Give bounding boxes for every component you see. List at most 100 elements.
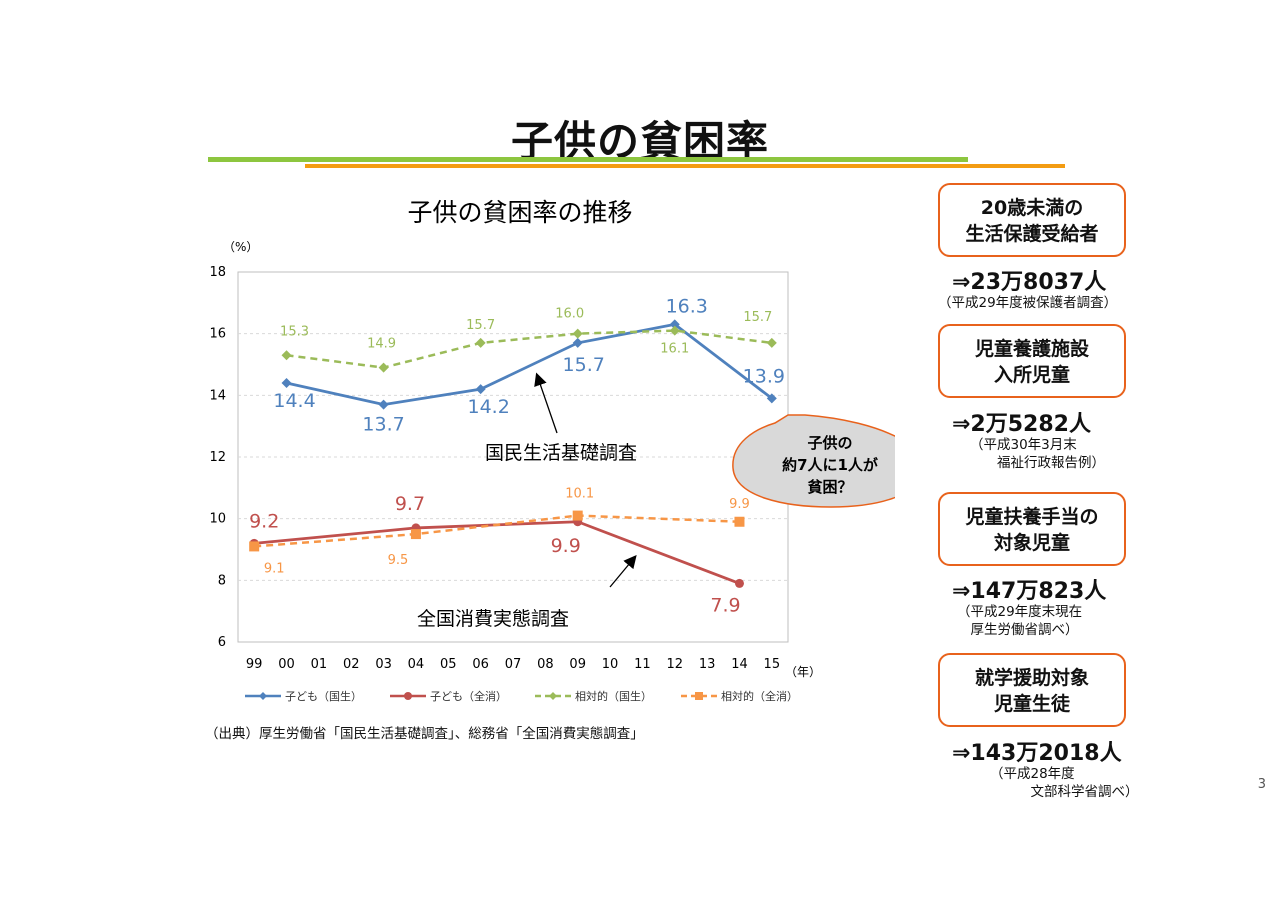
data-label: 15.7 (563, 354, 605, 376)
title-underline-orange (305, 164, 1065, 168)
data-point (378, 399, 389, 410)
callout-text-line: 貧困？ (807, 478, 852, 496)
data-label: 15.3 (280, 324, 309, 339)
data-point (734, 516, 745, 527)
fact-box-line: 児童養護施設 (974, 338, 1089, 360)
y-tick-label: 8 (218, 573, 226, 588)
y-tick-label: 10 (209, 512, 226, 527)
fact-count: ⇒143万2018人 (952, 741, 1122, 766)
series-line (286, 322, 773, 407)
data-label: 9.2 (249, 510, 279, 532)
data-point (734, 578, 744, 588)
x-tick-label: 12 (666, 657, 683, 672)
x-tick-label: 09 (569, 657, 586, 672)
data-label: 16.0 (555, 307, 584, 322)
fact-note: （平成28年度 文部科学省調べ） (990, 766, 1139, 800)
data-label: 15.7 (466, 318, 495, 333)
data-point (572, 510, 583, 521)
fact-note: （平成30年3月末 福祉行政報告例） (970, 437, 1105, 471)
data-label: 9.1 (264, 561, 285, 576)
arrow-zenshou (609, 555, 637, 588)
x-tick-label: 05 (440, 657, 457, 672)
fact-box-line: 20歳未満の (980, 197, 1084, 219)
annotation-kokusei: 国民生活基礎調査 (485, 442, 637, 464)
fact-box-line: 就学援助対象 (974, 667, 1089, 689)
x-tick-label: 15 (764, 657, 781, 672)
x-tick-label: 10 (602, 657, 619, 672)
data-label: 16.3 (666, 295, 708, 317)
data-point (572, 337, 583, 348)
x-tick-label: 06 (472, 657, 489, 672)
x-tick-label: 04 (408, 657, 425, 672)
legend-label: 相対的（国生） (575, 689, 652, 703)
fact-box-line: 対象児童 (993, 532, 1070, 554)
data-label: 15.7 (743, 310, 772, 325)
chart-title: 子供の貧困率の推移 (407, 198, 632, 227)
data-point (669, 319, 680, 330)
legend-marker (695, 692, 703, 700)
data-point (378, 362, 389, 373)
x-tick-label: 99 (246, 657, 263, 672)
fact-count: ⇒147万823人 (952, 579, 1107, 604)
arrow-kokusei (534, 372, 558, 434)
y-tick-label: 14 (209, 388, 226, 403)
data-label: 14.9 (367, 337, 396, 352)
x-tick-label: 14 (731, 657, 748, 672)
data-point (410, 529, 421, 540)
series-line (286, 329, 772, 369)
legend-marker (259, 692, 267, 700)
x-tick-label: 00 (278, 657, 295, 672)
data-point (249, 541, 260, 552)
x-unit-label: （年） (785, 665, 821, 679)
fact-count: ⇒2万5282人 (952, 412, 1091, 437)
y-tick-label: 16 (209, 327, 226, 342)
page-number: 3 (1257, 777, 1266, 792)
data-label: 13.9 (743, 365, 785, 387)
data-point (475, 384, 486, 395)
fact-note: （平成29年度被保護者調査） (938, 295, 1118, 311)
data-label: 9.9 (551, 535, 581, 557)
callout-text-line: 子供の (807, 434, 852, 452)
data-label: 14.4 (273, 390, 315, 412)
data-point (281, 378, 292, 388)
data-label: 10.1 (565, 487, 594, 502)
x-tick-label: 11 (634, 657, 651, 672)
data-point (475, 337, 486, 348)
x-tick-label: 13 (699, 657, 716, 672)
fact-count: ⇒23万8037人 (952, 270, 1107, 295)
data-point (572, 328, 583, 339)
data-label: 14.2 (467, 396, 509, 418)
data-label: 7.9 (710, 594, 740, 616)
data-point (669, 325, 680, 336)
x-tick-label: 02 (343, 657, 360, 672)
fact-box: 児童扶養手当の 対象児童 (938, 492, 1126, 566)
fact-box-line: 入所児童 (993, 364, 1070, 386)
y-tick-label: 6 (218, 635, 226, 650)
annotation-zenshou: 全国消費実態調査 (417, 608, 569, 630)
data-label: 9.5 (388, 553, 409, 568)
data-label: 9.7 (395, 493, 425, 515)
y-unit-label: （%） (223, 240, 258, 254)
fact-note: （平成29年度末現在 厚生労働省調べ） (957, 604, 1083, 638)
data-point (766, 393, 777, 404)
data-label: 16.1 (660, 342, 689, 357)
legend-marker (549, 692, 557, 700)
data-label: 9.9 (729, 497, 750, 512)
series-line (254, 514, 740, 548)
data-point (766, 337, 777, 348)
fact-box: 児童養護施設 入所児童 (938, 324, 1126, 398)
fact-box-line: 児童扶養手当の (965, 506, 1099, 528)
y-tick-label: 12 (209, 450, 226, 465)
fact-box-line: 児童生徒 (993, 693, 1070, 715)
poverty-rate-chart: 子供の貧困率の推移 （%） （年） 6 8 10 12 14 16 18 99 00 01 02 03… (209, 198, 895, 703)
y-tick-label: 18 (209, 265, 226, 280)
legend-label: 子ども（全消） (430, 689, 507, 703)
x-tick-label: 01 (311, 657, 328, 672)
fact-box-line: 生活保護受給者 (965, 223, 1099, 245)
legend-label: 相対的（全消） (721, 689, 798, 703)
fact-box: 20歳未満の 生活保護受給者 (938, 183, 1126, 257)
legend-label: 子ども（国生） (285, 689, 362, 703)
data-label: 13.7 (362, 414, 404, 436)
callout-bubble (732, 414, 895, 508)
x-tick-label: 08 (537, 657, 554, 672)
